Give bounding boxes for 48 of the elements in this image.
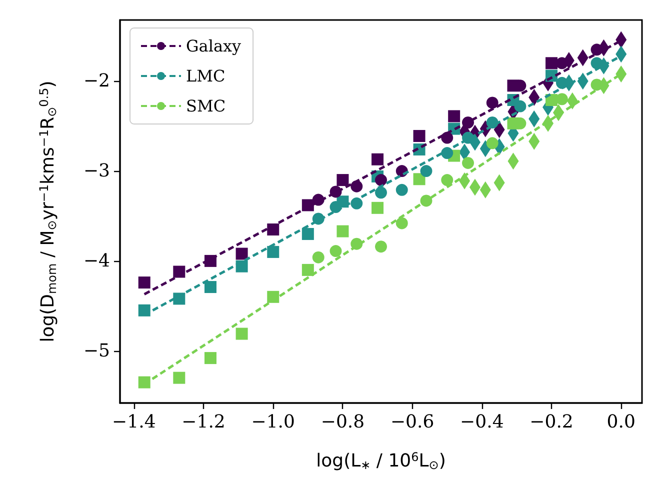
y-tick-label: −4 xyxy=(83,250,110,272)
point xyxy=(486,137,498,150)
point xyxy=(336,225,349,238)
point xyxy=(372,202,384,214)
x-tick-label: −1.0 xyxy=(251,412,295,432)
point xyxy=(375,240,387,253)
point xyxy=(267,246,280,258)
x-tick-label: 0.0 xyxy=(606,412,636,432)
point xyxy=(462,156,474,169)
point xyxy=(413,130,426,142)
point xyxy=(372,153,384,166)
point xyxy=(302,228,314,240)
x-tick-label: −1.2 xyxy=(182,412,226,432)
point xyxy=(375,174,387,186)
x-tick-label: −0.4 xyxy=(460,412,504,432)
point xyxy=(236,248,248,260)
legend-label: SMC xyxy=(186,96,226,116)
point xyxy=(138,304,150,316)
point xyxy=(302,264,314,276)
point xyxy=(336,174,349,186)
y-tick-label: −2 xyxy=(83,70,110,92)
point xyxy=(138,376,150,388)
point xyxy=(396,184,408,196)
y-tick-label: −5 xyxy=(83,340,110,362)
point xyxy=(441,174,454,186)
y-tick-label: −3 xyxy=(83,160,110,182)
point xyxy=(236,328,248,340)
point xyxy=(546,57,558,70)
point xyxy=(375,186,387,199)
point xyxy=(204,352,216,364)
point xyxy=(413,173,426,186)
point xyxy=(448,110,460,122)
point xyxy=(173,372,186,384)
point xyxy=(204,281,216,294)
legend-label: LMC xyxy=(186,66,226,86)
point xyxy=(590,57,603,70)
legend-label: Galaxy xyxy=(186,36,242,56)
point xyxy=(396,217,408,230)
point xyxy=(420,165,432,178)
point xyxy=(312,251,324,264)
point xyxy=(486,96,498,109)
x-tick-label: −0.8 xyxy=(320,412,365,432)
point xyxy=(138,276,150,289)
x-tick-label: −1.4 xyxy=(112,412,156,432)
point xyxy=(330,245,342,258)
x-tick-label: −0.2 xyxy=(530,412,574,432)
text: log(Dmom / M⊙yr−1kms−1R⊙0.5) xyxy=(37,80,59,342)
x-tick-label: −0.6 xyxy=(390,412,434,432)
